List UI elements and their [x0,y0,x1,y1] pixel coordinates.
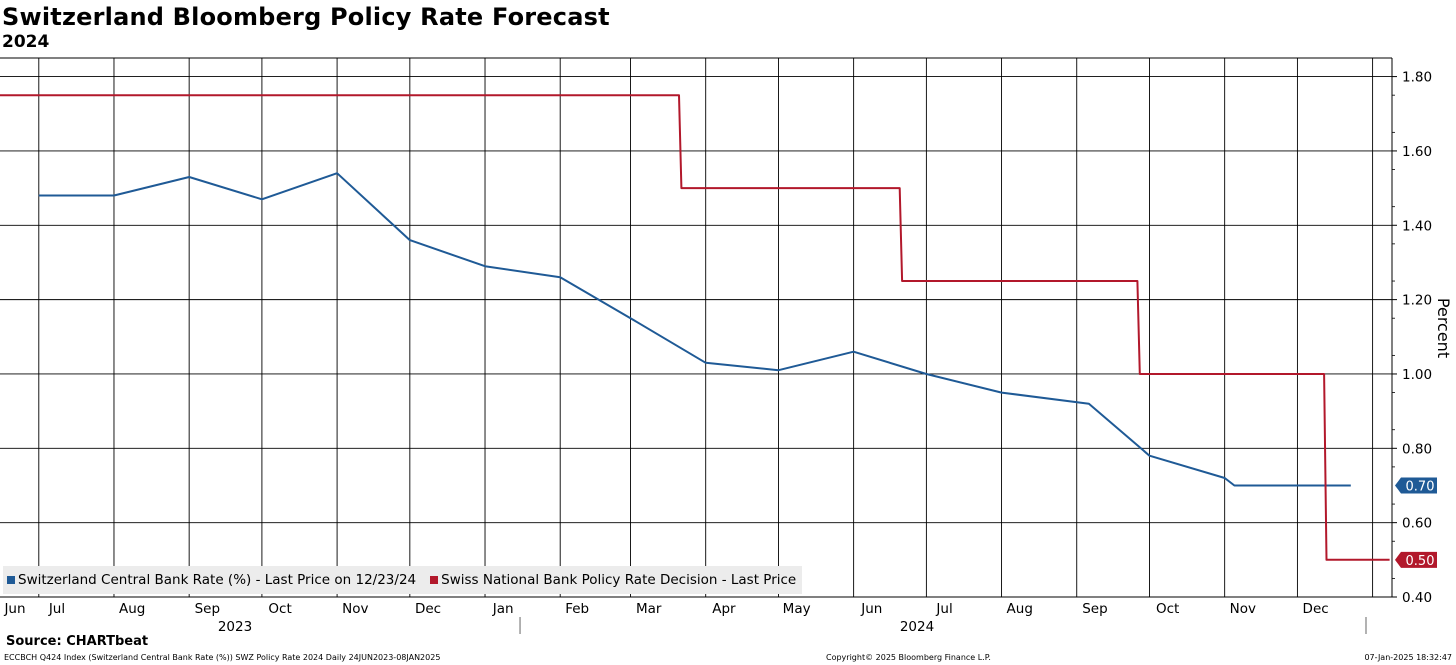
series-line-central-bank-rate [38,172,1351,487]
x-tick-label: Mar [636,601,662,617]
x-tick-label: Dec [1303,601,1329,617]
x-tick-label: Dec [415,601,441,617]
x-tick-label: Sep [195,601,220,617]
x-tick-label: Aug [119,601,145,617]
chart-subtitle: 2024 [2,32,50,52]
legend-item-central-bank-rate: Switzerland Central Bank Rate (%) - Last… [7,572,416,588]
footer-ticker-info: ECCBCH Q424 Index (Switzerland Central B… [4,653,441,662]
y-tick-label: 1.80 [1402,70,1432,86]
y-tick-label: 1.20 [1402,293,1432,309]
x-tick-label: Jun [860,601,882,617]
x-tick-label: Nov [342,601,368,617]
x-tick-label: Sep [1082,601,1107,617]
y-tick-label: 0.40 [1402,590,1432,606]
y-tick-label: 0.60 [1402,516,1432,532]
x-tick-label: Jul [48,601,65,617]
source-note: Source: CHARTbeat [6,634,149,649]
chart-legend: Switzerland Central Bank Rate (%) - Last… [3,566,803,594]
last-value-label-policy-rate-decision: 0.50 [1406,554,1435,569]
last-value-tag-central-bank-rate [1395,477,1437,494]
x-year-label: 2023 [218,619,252,635]
x-tick-label: Feb [565,601,589,617]
legend-swatch-central-bank-rate [7,576,15,584]
last-value-label-central-bank-rate: 0.70 [1406,479,1435,494]
x-tick-label: Jan [492,601,514,617]
last-value-tag-policy-rate-decision [1395,551,1437,568]
y-axis-label: Percent [1434,298,1453,358]
footer-copyright: Copyright© 2025 Bloomberg Finance L.P. [826,653,991,662]
x-tick-label: Aug [1007,601,1033,617]
chart-title: Switzerland Bloomberg Policy Rate Foreca… [2,3,610,31]
footer-timestamp: 07-Jan-2025 18:32:47 [1364,653,1452,662]
x-tick-label: Jun [3,601,25,617]
legend-swatch-policy-rate-decision [430,576,439,584]
y-tick-label: 1.60 [1402,144,1432,160]
x-tick-label: Jul [935,601,952,617]
x-tick-label: Oct [1156,601,1179,617]
x-tick-label: Apr [712,601,736,617]
series-line-policy-rate-decision [0,94,1390,561]
legend-label-policy-rate-decision: Swiss National Bank Policy Rate Decision… [441,572,797,588]
x-tick-label: May [783,601,811,617]
x-tick-label: Nov [1230,601,1256,617]
legend-label-central-bank-rate: Switzerland Central Bank Rate (%) - Last… [18,572,417,588]
y-tick-label: 0.80 [1402,441,1432,457]
x-year-label: 2024 [900,619,934,635]
x-tick-label: Oct [268,601,291,617]
y-tick-label: 1.40 [1402,218,1432,234]
legend-item-policy-rate-decision: Swiss National Bank Policy Rate Decision… [430,572,796,588]
y-tick-label: 1.00 [1402,367,1432,383]
